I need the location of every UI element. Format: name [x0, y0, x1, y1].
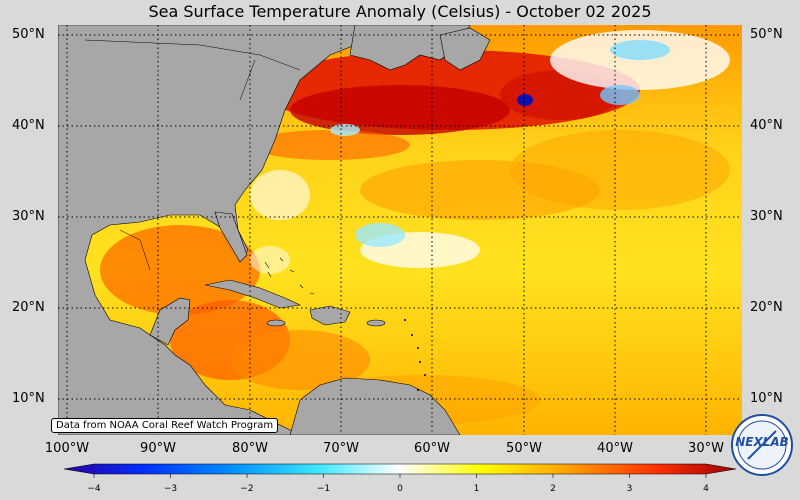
graticule: [58, 25, 742, 435]
lon-label-100w: 100°W: [44, 441, 90, 456]
map-title: Sea Surface Temperature Anomaly (Celsius…: [148, 2, 652, 21]
north-america-land: [58, 25, 361, 435]
lon-label-70w: 70°W: [323, 441, 359, 456]
nexlab-logo-text: NEXLAB: [735, 435, 789, 449]
lat-label-40n-right: 40°N: [750, 118, 783, 133]
colorbar-tick-label: 2: [550, 484, 556, 494]
lat-label-50n-right: 50°N: [750, 27, 783, 42]
colorbar-tick-label: 1: [473, 484, 480, 494]
lat-label-10n-left: 10°N: [12, 391, 45, 406]
colorbar: [63, 463, 737, 478]
lon-label-50w: 50°W: [506, 441, 542, 456]
jamaica-land: [266, 319, 286, 327]
lat-label-30n-left: 30°N: [12, 209, 45, 224]
puerto-rico-land: [366, 319, 386, 327]
colorbar-tick-label: −2: [240, 484, 254, 494]
lon-label-40w: 40°W: [597, 441, 633, 456]
nexlab-seal-icon: [731, 414, 793, 476]
colorbar-tick-label: 4: [703, 484, 709, 494]
south-america-land: [289, 377, 461, 435]
data-credit-label: Data from NOAA Coral Reef Watch Program: [51, 418, 279, 433]
cuba-land: [204, 279, 302, 309]
lon-label-60w: 60°W: [414, 441, 450, 456]
colorbar-tick-label: 3: [626, 484, 633, 494]
lat-label-10n-right: 10°N: [750, 391, 783, 406]
nexlab-logo: NEXLAB: [730, 413, 794, 477]
lon-label-90w: 90°W: [140, 441, 176, 456]
lat-label-20n-left: 20°N: [12, 300, 45, 315]
lon-label-30w: 30°W: [688, 441, 724, 456]
lat-label-30n-right: 30°N: [750, 209, 783, 224]
colorbar-tick-label: −4: [87, 484, 101, 494]
yucatan-land: [149, 297, 191, 346]
hispaniola-land: [309, 305, 351, 326]
lon-label-80w: 80°W: [232, 441, 268, 456]
lat-label-20n-right: 20°N: [750, 300, 783, 315]
newfoundland-land: [439, 27, 491, 71]
colorbar-tick-label: 0: [397, 484, 403, 494]
colorbar-tick-label: −1: [316, 484, 331, 494]
florida-land: [214, 211, 248, 263]
lat-label-50n-left: 50°N: [12, 27, 45, 42]
colorbar-tick-label: −3: [163, 484, 178, 494]
lat-label-40n-left: 40°N: [12, 118, 45, 133]
